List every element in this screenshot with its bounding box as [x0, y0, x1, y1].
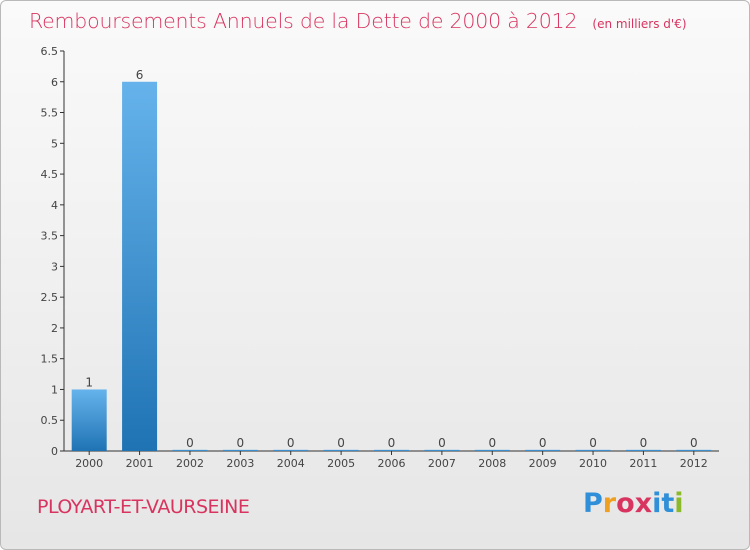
logo-letter: o	[616, 488, 635, 519]
x-tick-label: 2000	[75, 457, 103, 470]
x-tick-label: 2005	[327, 457, 355, 470]
logo-letter: x	[634, 488, 653, 519]
bar-value-label: 0	[690, 436, 698, 450]
logo-letter: i	[674, 488, 684, 519]
bar	[323, 449, 359, 451]
bar-value-label: 1	[85, 375, 93, 389]
bar	[525, 449, 561, 451]
logo-letter: r	[602, 488, 617, 519]
chart-title: Remboursements Annuels de la Dette de 20…	[29, 9, 578, 33]
y-tick-label: 3	[51, 260, 58, 273]
x-tick-label: 2002	[176, 457, 204, 470]
x-tick-label: 2007	[428, 457, 456, 470]
bar-value-label: 6	[136, 68, 144, 82]
y-tick-label: 4.5	[41, 168, 59, 181]
logo-letter: P	[583, 488, 603, 519]
x-tick-label: 2004	[277, 457, 305, 470]
y-tick-label: 5.5	[41, 107, 59, 120]
x-tick-label: 2001	[126, 457, 154, 470]
bar	[222, 449, 258, 451]
bar	[575, 449, 611, 451]
bar	[625, 449, 661, 451]
bar	[676, 449, 712, 451]
y-tick-label: 1.5	[41, 353, 59, 366]
bar-value-label: 0	[589, 436, 597, 450]
y-tick-label: 5	[51, 137, 58, 150]
x-tick-label: 2011	[629, 457, 657, 470]
logo-letter: t	[661, 488, 675, 519]
bar	[71, 389, 107, 451]
bar-value-label: 0	[388, 436, 396, 450]
bar	[273, 449, 309, 451]
x-tick-label: 2003	[226, 457, 254, 470]
y-tick-label: 4	[51, 199, 58, 212]
proxiti-logo[interactable]: Proxiti	[583, 488, 684, 519]
bar	[122, 81, 158, 452]
bar-value-label: 0	[640, 436, 648, 450]
chart-title-row: Remboursements Annuels de la Dette de 20…	[29, 9, 687, 33]
bar-value-label: 0	[337, 436, 345, 450]
bar-value-label: 0	[438, 436, 446, 450]
x-tick-label: 2006	[378, 457, 406, 470]
bar	[374, 449, 409, 451]
y-tick-label: 2	[51, 322, 58, 335]
x-tick-label: 2010	[579, 457, 607, 470]
y-tick-label: 2.5	[41, 291, 59, 304]
bar	[172, 449, 208, 451]
bar-value-label: 0	[488, 436, 496, 450]
bar-value-label: 0	[186, 436, 194, 450]
bar-value-label: 0	[539, 436, 547, 450]
y-tick-label: 3.5	[41, 230, 59, 243]
x-tick-label: 2009	[529, 457, 557, 470]
chart-unit: (en milliers d'€)	[592, 17, 687, 31]
y-tick-label: 0	[51, 445, 58, 458]
logo-letter: i	[652, 488, 662, 519]
bar-value-label: 0	[287, 436, 295, 450]
y-tick-label: 1	[51, 383, 58, 396]
bar-value-label: 0	[237, 436, 245, 450]
commune-name: PLOYART-ET-VAURSEINE	[37, 496, 250, 518]
y-tick-label: 6.5	[41, 45, 59, 58]
y-tick-label: 6	[51, 76, 58, 89]
y-tick-label: 0.5	[41, 414, 59, 427]
x-tick-label: 2012	[680, 457, 708, 470]
bar	[424, 449, 460, 451]
x-tick-label: 2008	[478, 457, 506, 470]
bar	[474, 449, 510, 451]
